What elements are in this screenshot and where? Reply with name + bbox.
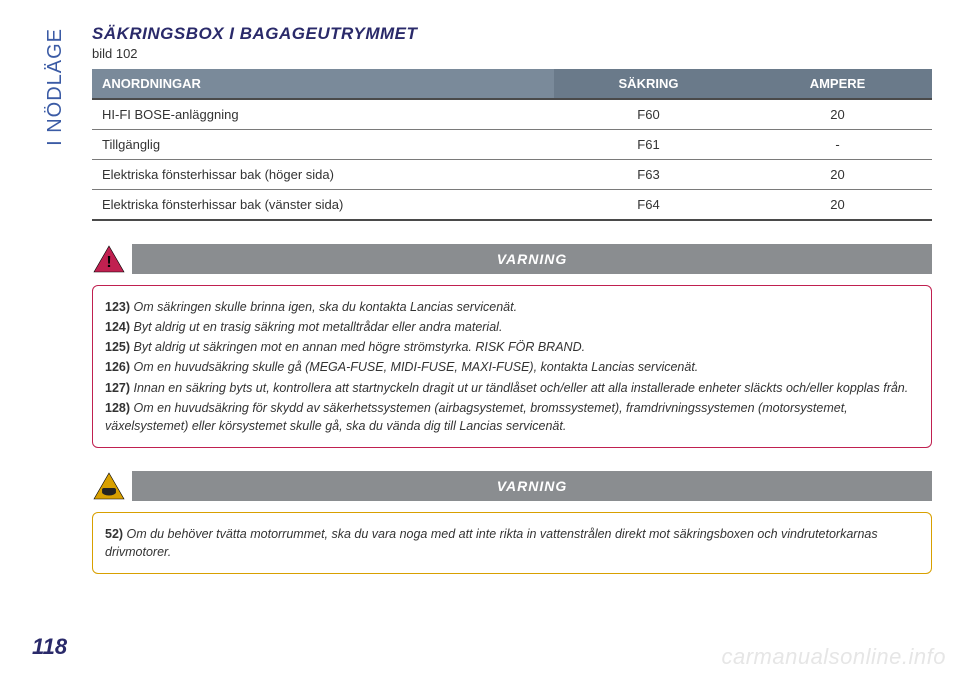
- warning-text: Om en huvudsäkring skulle gå (MEGA-FUSE,…: [130, 360, 698, 374]
- table-header-row: ANORDNINGAR SÄKRING AMPERE: [92, 69, 932, 99]
- warning-box-caution: 52) Om du behöver tvätta motorrummet, sk…: [92, 512, 932, 574]
- warning-item: 124) Byt aldrig ut en trasig säkring mot…: [105, 318, 919, 336]
- page-content: SÄKRINGSBOX I BAGAGEUTRYMMET bild 102 AN…: [92, 24, 932, 574]
- col-header-device: ANORDNINGAR: [92, 69, 554, 99]
- warning-item: 128) Om en huvudsäkring för skydd av säk…: [105, 399, 919, 435]
- cell-device: HI-FI BOSE-anläggning: [92, 99, 554, 130]
- warning-num: 127): [105, 381, 130, 395]
- warning-triangle-icon: !: [92, 244, 126, 274]
- warning-bar-caution: VARNING: [92, 468, 932, 504]
- warning-text: Om säkringen skulle brinna igen, ska du …: [130, 300, 517, 314]
- cell-ampere: 20: [743, 190, 932, 221]
- table-row: HI-FI BOSE-anläggning F60 20: [92, 99, 932, 130]
- warning-text: Om en huvudsäkring för skydd av säkerhet…: [105, 401, 848, 433]
- warning-num: 124): [105, 320, 130, 334]
- warning-box-danger: 123) Om säkringen skulle brinna igen, sk…: [92, 285, 932, 448]
- cell-fuse: F60: [554, 99, 743, 130]
- warning-text: Innan en säkring byts ut, kontrollera at…: [130, 381, 908, 395]
- cell-fuse: F63: [554, 160, 743, 190]
- col-header-ampere: AMPERE: [743, 69, 932, 99]
- cell-ampere: 20: [743, 160, 932, 190]
- cell-device: Elektriska fönsterhissar bak (vänster si…: [92, 190, 554, 221]
- page-title: SÄKRINGSBOX I BAGAGEUTRYMMET: [92, 24, 932, 44]
- fuse-table: ANORDNINGAR SÄKRING AMPERE HI-FI BOSE-an…: [92, 69, 932, 221]
- warning-num: 123): [105, 300, 130, 314]
- table-row: Tillgänglig F61 -: [92, 130, 932, 160]
- cell-fuse: F61: [554, 130, 743, 160]
- page-number: 118: [32, 634, 67, 660]
- warning-text: Byt aldrig ut säkringen mot en annan med…: [130, 340, 585, 354]
- warning-item: 52) Om du behöver tvätta motorrummet, sk…: [105, 525, 919, 561]
- table-row: Elektriska fönsterhissar bak (vänster si…: [92, 190, 932, 221]
- warning-text: Om du behöver tvätta motorrummet, ska du…: [105, 527, 878, 559]
- col-header-fuse: SÄKRING: [554, 69, 743, 99]
- warning-num: 128): [105, 401, 130, 415]
- warning-text: Byt aldrig ut en trasig säkring mot meta…: [130, 320, 502, 334]
- cell-device: Elektriska fönsterhissar bak (höger sida…: [92, 160, 554, 190]
- cell-ampere: 20: [743, 99, 932, 130]
- cell-ampere: -: [743, 130, 932, 160]
- warning-num: 125): [105, 340, 130, 354]
- warning-item: 127) Innan en säkring byts ut, kontrolle…: [105, 379, 919, 397]
- warning-bar-danger: ! VARNING: [92, 241, 932, 277]
- warning-num: 126): [105, 360, 130, 374]
- caution-triangle-icon: [92, 471, 126, 501]
- table-row: Elektriska fönsterhissar bak (höger sida…: [92, 160, 932, 190]
- warning-item: 123) Om säkringen skulle brinna igen, sk…: [105, 298, 919, 316]
- warning-item: 125) Byt aldrig ut säkringen mot en anna…: [105, 338, 919, 356]
- cell-fuse: F64: [554, 190, 743, 221]
- warning-num: 52): [105, 527, 123, 541]
- svg-text:!: !: [106, 254, 111, 271]
- watermark-text: carmanualsonline.info: [721, 644, 946, 670]
- page-subtitle: bild 102: [92, 46, 932, 61]
- warning-label: VARNING: [132, 244, 932, 274]
- section-side-label: I NÖDLÄGE: [44, 28, 67, 146]
- warning-label: VARNING: [132, 471, 932, 501]
- warning-item: 126) Om en huvudsäkring skulle gå (MEGA-…: [105, 358, 919, 376]
- cell-device: Tillgänglig: [92, 130, 554, 160]
